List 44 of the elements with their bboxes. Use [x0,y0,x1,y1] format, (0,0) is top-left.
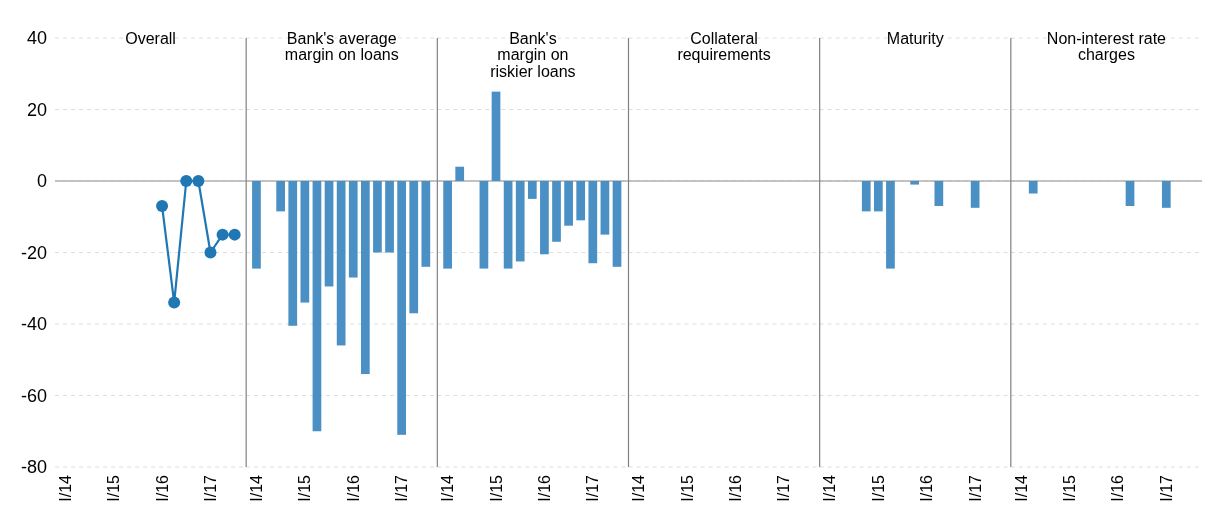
x-tick-label: I/14 [439,474,457,502]
x-tick-label: I/15 [487,474,505,502]
x-tick-label: I/15 [678,474,696,502]
x-tick-label: I/16 [344,474,362,502]
x-tick-label: I/14 [630,474,648,502]
point [180,175,193,187]
x-tick-label: I/17 [584,474,602,502]
point [228,228,241,241]
y-tick-label: -40 [20,314,47,334]
x-tick-label: I/16 [727,474,745,502]
x-tick-label: I/16 [535,474,553,502]
point [204,246,217,259]
y-tick-label: -20 [20,242,47,263]
point [192,175,205,187]
chart-title: Non-interest rate charges [1046,29,1167,64]
x-tick-label: I/17 [775,474,793,502]
x-tick-label: I/16 [153,474,171,502]
y-tick-label: 0 [36,171,47,191]
x-tick-label: I/17 [201,474,219,502]
x-tick-label: I/14 [247,474,265,502]
point [216,228,229,241]
chart-title: Bank's average margin on loans [284,29,399,64]
chart-title: Maturity [886,29,944,47]
chart-title: Overall [125,29,176,47]
x-tick-label: I/14 [821,474,839,502]
point [168,296,181,309]
x-tick-label: I/17 [1157,474,1175,502]
x-tick-label: I/15 [296,474,314,502]
chart-title: Collateral requirements [677,29,771,64]
x-tick-label: I/15 [869,474,887,502]
x-tick-label: I/14 [1012,474,1030,502]
x-tick-label: I/16 [918,474,936,502]
text: Bank's margin on riskier loans [490,29,576,81]
y-tick-label: -60 [20,385,47,406]
x-tick-label: I/16 [1109,474,1127,502]
point [156,200,169,213]
y-tick-label: -80 [20,457,47,477]
y-tick-label: 40 [26,28,47,48]
x-tick-label: I/17 [393,474,411,502]
x-tick-label: I/14 [56,474,74,502]
y-tick-label: 20 [26,99,47,120]
x-tick-label: I/15 [105,474,123,502]
x-tick-label: I/17 [966,474,984,502]
x-tick-label: I/15 [1061,474,1079,502]
